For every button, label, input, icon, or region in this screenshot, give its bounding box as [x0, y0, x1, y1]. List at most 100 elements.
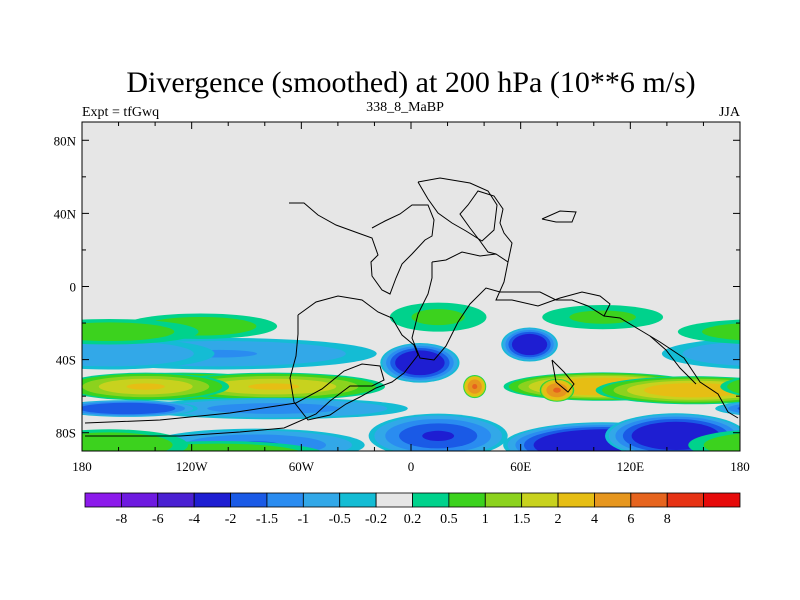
coast-south-america: [289, 295, 419, 421]
season-label: JJA: [719, 105, 741, 120]
coast-newzealand: [649, 335, 697, 385]
coast-africa-eurasia: [411, 251, 611, 361]
chart-title: Divergence (smoothed) at 200 hPa (10**6 …: [126, 66, 695, 99]
colorbar-swatch: [84, 492, 122, 508]
field-contour: [207, 403, 341, 414]
colorbar-swatch: [157, 492, 195, 508]
x-tick-label: 180: [730, 459, 750, 474]
field-contour: [738, 384, 740, 389]
field-contour: [569, 310, 636, 324]
field-contour: [727, 379, 740, 394]
colorbar-swatch: [266, 492, 304, 508]
y-tick-label: 40N: [54, 206, 77, 221]
field-contour: [82, 340, 194, 367]
colorbar-swatch: [630, 492, 668, 508]
x-tick-label: 120E: [617, 459, 645, 474]
field-contour: [82, 322, 175, 342]
colorbar: -8 -6 -4 -2 -1.5 -1 -0.5 -0.2 0.2 0.5 1 1.5 2 4 6 8: [84, 492, 741, 527]
field-contour: [644, 383, 740, 398]
field-contour: [422, 430, 455, 442]
field-contour: [757, 379, 800, 395]
field-contour: [727, 404, 740, 413]
colorbar-label: 1: [482, 512, 489, 527]
colorbar-label: -1.5: [256, 512, 278, 527]
colorbar-swatch: [448, 492, 486, 508]
colorbar-label: 0.2: [404, 512, 422, 527]
colorbar-label: -0.5: [329, 512, 351, 527]
field-contour: [511, 333, 548, 356]
field-contour: [126, 383, 165, 390]
colorbar-swatch: [557, 492, 595, 508]
colorbar-label: 6: [627, 512, 634, 527]
colorbar-label: -4: [188, 512, 200, 527]
colorbar-label: 1.5: [513, 512, 531, 527]
field-contour: [785, 383, 800, 389]
y-tick-label: 80N: [54, 133, 77, 148]
y-tick-label: 40S: [56, 353, 76, 368]
colorbar-swatch: [193, 492, 231, 508]
colorbar-swatch: [521, 492, 559, 508]
x-tick-label: 60E: [510, 459, 531, 474]
field-contour: [748, 441, 786, 449]
field-contour: [395, 350, 445, 376]
field-contour: [772, 441, 800, 467]
colorbar-label: 2: [555, 512, 562, 527]
field-contour: [703, 433, 740, 451]
coast-eurasia-north: [459, 190, 513, 263]
field-contour: [682, 341, 740, 366]
colorbar-label: 0.5: [440, 512, 458, 527]
colorbar-label: -1: [297, 512, 309, 527]
colorbar-swatch: [375, 492, 413, 508]
coastline-outline: [84, 177, 739, 437]
run-label: 338_8_MaBP: [366, 100, 444, 115]
coast-asia-east: [541, 210, 577, 223]
colorbar-swatch: [703, 492, 741, 508]
x-tick-label: 60W: [289, 459, 315, 474]
field-contour: [553, 387, 561, 393]
field-contour: [750, 341, 800, 366]
x-tick-label: 120W: [176, 459, 209, 474]
y-tick-label: 80S: [56, 426, 76, 441]
map-panel: 180 120W 60W 0 60E 120E 180 80N 40N 0 40S 80S: [54, 121, 800, 474]
colorbar-label: 4: [591, 512, 598, 527]
colorbar-label: -8: [116, 512, 128, 527]
field-contour: [702, 323, 740, 341]
colorbar-swatch: [484, 492, 523, 508]
x-tick-label: 0: [408, 459, 415, 474]
field-contour: [82, 402, 176, 415]
colorbar-label: -6: [152, 512, 164, 527]
field-contour: [782, 313, 800, 339]
x-tick-label: 180: [72, 459, 92, 474]
coast-australia: [603, 315, 739, 419]
field-contour: [742, 350, 793, 358]
field-contour: [411, 309, 465, 326]
colorbar-label: -0.2: [365, 512, 387, 527]
coast-antarctica: [84, 363, 385, 437]
field-contour: [248, 383, 300, 390]
field-contour: [472, 384, 478, 390]
field-contour: [750, 404, 800, 413]
field-contour: [792, 444, 800, 465]
colorbar-swatch: [594, 492, 632, 508]
experiment-label: Expt = tfGwq: [82, 105, 159, 120]
colorbar-swatch: [412, 492, 450, 508]
coast-greenland: [417, 177, 498, 242]
colorbar-swatch: [120, 492, 159, 508]
y-tick-label: 0: [70, 280, 77, 295]
axis-ticks: 180 120W 60W 0 60E 120E 180 80N 40N 0 40S 80S: [54, 122, 750, 474]
coast-north-america: [289, 202, 435, 295]
field-contour: [737, 406, 740, 411]
field-contour: [778, 379, 800, 395]
colorbar-swatch: [666, 492, 705, 508]
colorbar-label: 8: [664, 512, 671, 527]
field-contour: [756, 376, 800, 397]
colorbar-swatch: [230, 492, 268, 508]
field-contour: [82, 432, 173, 451]
field-contour: [193, 451, 244, 457]
colorbar-swatch: [302, 492, 341, 508]
colorbar-swatch: [339, 492, 377, 508]
field-contour: [740, 376, 800, 397]
coast-pacific-islands: [551, 359, 575, 393]
colorbar-label: -2: [225, 512, 237, 527]
